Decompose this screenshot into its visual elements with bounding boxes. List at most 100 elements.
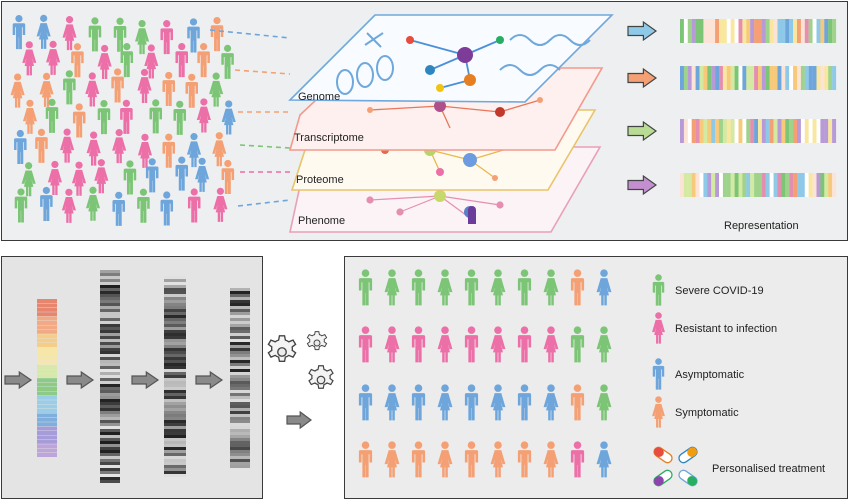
person-icon	[209, 72, 224, 107]
barcode-stripe	[734, 66, 739, 90]
barcode-stripe	[773, 173, 778, 197]
grayscale-barcode-stripe	[230, 336, 250, 339]
grayscale-barcode-stripe	[164, 288, 186, 291]
grayscale-barcode-stripe	[100, 300, 120, 303]
barcode-stripe	[687, 119, 692, 143]
barcode-stripe	[683, 173, 688, 197]
grayscale-barcode-stripe	[100, 399, 120, 402]
barcode-stripe	[707, 19, 712, 43]
barcode-stripe	[816, 66, 821, 90]
person-icon	[221, 100, 236, 135]
person-icon	[149, 99, 163, 134]
person-icon	[464, 384, 479, 421]
person-icon	[162, 133, 176, 168]
person-icon	[212, 132, 227, 167]
person-icon	[358, 384, 373, 421]
barcode-stripe	[715, 119, 720, 143]
person-icon	[160, 20, 173, 55]
barcode-stripe	[742, 19, 747, 43]
grayscale-barcode-stripe	[164, 435, 186, 438]
arrow-icon	[627, 120, 658, 142]
barcode-stripe	[683, 119, 688, 143]
arrow-icon	[66, 370, 95, 390]
person-icon	[60, 128, 75, 163]
barcode-stripe	[699, 19, 704, 43]
barcode-stripe	[695, 173, 700, 197]
person-icon	[437, 326, 453, 363]
color-barcode-stripe	[37, 351, 57, 356]
grayscale-barcode-stripe	[164, 279, 186, 282]
barcode-stripe	[750, 19, 755, 43]
grayscale-barcode-stripe	[100, 285, 120, 288]
barcode-stripe	[691, 66, 696, 90]
grayscale-barcode-stripe	[164, 396, 186, 399]
color-barcode-stripe	[37, 439, 57, 444]
color-barcode-stripe	[37, 391, 57, 396]
grayscale-barcode-stripe	[230, 366, 250, 369]
barcode-stripe	[703, 66, 708, 90]
barcode-stripe	[828, 66, 833, 90]
color-barcode-stripe	[37, 303, 57, 308]
color-barcode-stripe	[37, 373, 57, 378]
grayscale-barcode-stripe	[230, 459, 250, 462]
barcode-stripe	[832, 173, 837, 197]
person-icon	[490, 441, 506, 478]
barcode-stripe	[722, 173, 727, 197]
barcode-stripe	[820, 19, 825, 43]
person-icon	[490, 384, 506, 421]
color-barcode-stripe	[37, 307, 57, 312]
person-icon	[187, 188, 201, 223]
grayscale-barcode-stripe	[164, 357, 186, 360]
omics-layer-stack: Phenome Proteome Transcriptome	[288, 14, 614, 233]
grayscale-barcode-stripe	[164, 420, 186, 423]
barcode-stripe	[699, 173, 704, 197]
grayscale-barcode-stripe	[100, 402, 120, 405]
person-icon	[517, 441, 532, 478]
grayscale-barcode-stripe	[100, 423, 120, 426]
barcode-stripe	[707, 119, 712, 143]
person-icon	[384, 326, 400, 363]
person-icon	[196, 98, 211, 133]
grayscale-barcode-stripe	[230, 306, 250, 309]
grayscale-barcode-stripe	[230, 423, 250, 426]
grayscale-barcode-stripe	[164, 372, 186, 375]
person-icon	[61, 188, 76, 223]
person-icon	[63, 70, 76, 105]
person-icon	[35, 128, 48, 163]
person-icon	[10, 73, 25, 108]
person-icon	[384, 269, 400, 306]
grayscale-barcode-stripe	[100, 369, 120, 372]
grayscale-barcode-stripe	[164, 309, 186, 312]
grayscale-barcode-stripe	[100, 384, 120, 387]
grayscale-barcode-stripe	[100, 396, 120, 399]
grayscale-barcode-stripe	[164, 339, 186, 342]
grayscale-barcode-stripe	[100, 456, 120, 459]
barcode-stripe	[765, 119, 770, 143]
grayscale-barcode-stripe	[164, 345, 186, 348]
person-icon	[596, 384, 612, 421]
grayscale-barcode-stripe	[100, 348, 120, 351]
grayscale-barcode-stripe	[230, 345, 250, 348]
barcode-stripe	[738, 119, 743, 143]
grayscale-barcode-stripe	[100, 315, 120, 318]
barcode-stripe	[785, 19, 790, 43]
barcode-stripe	[777, 19, 782, 43]
grayscale-barcode-stripe	[230, 384, 250, 387]
barcode-stripe	[812, 66, 817, 90]
grayscale-barcode-stripe	[164, 306, 186, 309]
person-icon	[46, 40, 61, 75]
grayscale-barcode-stripe	[164, 342, 186, 345]
barcode-stripe	[765, 66, 770, 90]
grayscale-barcode-stripe	[230, 465, 250, 468]
barcode-stripe	[777, 66, 782, 90]
grayscale-barcode-stripe	[164, 282, 186, 285]
barcode-stripe	[769, 66, 774, 90]
grayscale-barcode-stripe	[100, 405, 120, 408]
grayscale-barcode-stripe	[164, 387, 186, 390]
grayscale-barcode-stripe	[100, 465, 120, 468]
legend: Severe COVID-19 Resistant to infection A…	[652, 274, 825, 487]
color-barcode-stripe	[37, 400, 57, 405]
barcode-stripe	[816, 173, 821, 197]
color-barcode-stripe	[37, 426, 57, 431]
grayscale-barcode-stripe	[164, 336, 186, 339]
